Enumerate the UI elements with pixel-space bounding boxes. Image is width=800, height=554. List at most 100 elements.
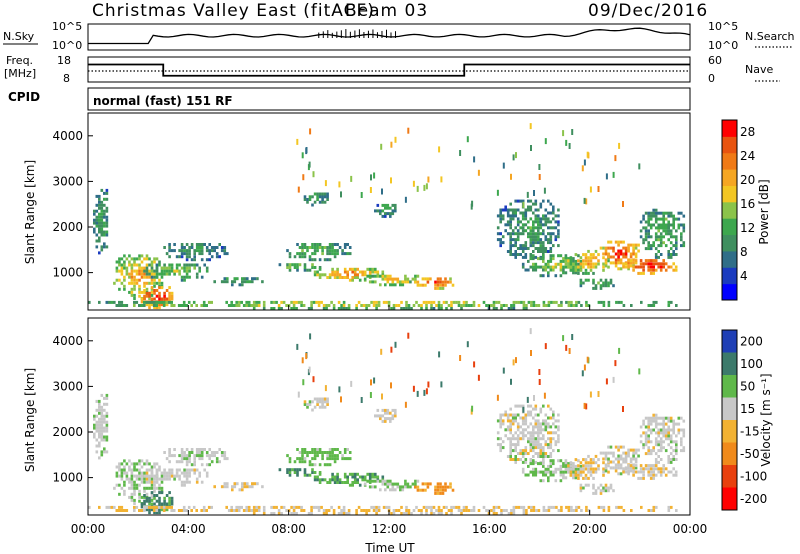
power-cell (607, 259, 610, 263)
velocity-cell (205, 474, 209, 478)
power-cell (391, 280, 395, 284)
power-cell (178, 249, 181, 253)
nave-tick-bottom: 0 (708, 72, 715, 85)
power-cell (88, 300, 91, 304)
velocity-cell (384, 479, 387, 483)
power-cell (622, 262, 625, 266)
power-ytick-3000: 3000 (52, 174, 83, 188)
velocity-cell (376, 479, 380, 483)
velocity-cell (193, 460, 196, 464)
power-cell (547, 265, 550, 269)
velocity-cell (574, 467, 578, 471)
velocity-cell (592, 486, 595, 490)
power-cell (654, 268, 658, 272)
vel-cb-tick-50: 50 (740, 379, 755, 393)
power-cell (230, 304, 233, 307)
velocity-cell (155, 511, 159, 515)
velocity-cell (642, 446, 645, 450)
power-cell (95, 209, 99, 213)
velocity-cell (680, 449, 683, 453)
power-cell (148, 272, 151, 276)
power-cell (547, 262, 550, 266)
power-cell (381, 277, 385, 281)
velocity-cell (138, 468, 141, 472)
velocity-cell (607, 489, 610, 493)
power-cell (522, 300, 526, 304)
velocity-cell (529, 462, 533, 466)
power-cell (570, 304, 573, 307)
power-cell (160, 275, 164, 279)
power-cell (627, 267, 630, 271)
velocity-cell (652, 416, 655, 420)
power-cell (303, 252, 307, 256)
power-cell (188, 252, 191, 256)
power-cell (286, 266, 289, 269)
velocity-cell (384, 419, 387, 423)
velocity-cell (537, 425, 540, 429)
velocity-cell (336, 457, 339, 461)
power-cell (602, 252, 605, 256)
power-cell (272, 300, 276, 304)
power-cell (342, 307, 346, 310)
power-cell (379, 283, 382, 287)
power-cell (170, 263, 174, 267)
power-cell (168, 255, 171, 259)
velocity-cell (580, 509, 583, 512)
velocity-cell (103, 396, 106, 400)
power-cell (313, 258, 317, 262)
power-cell (208, 243, 211, 246)
power-cell (246, 277, 249, 281)
velocity-cell (390, 382, 392, 389)
power-cell (98, 230, 101, 234)
velocity-cell (145, 486, 149, 490)
power-cell (657, 217, 660, 221)
velocity-cell (662, 425, 665, 429)
power-cell (442, 300, 446, 304)
power-cell (441, 286, 445, 290)
velocity-cell (482, 505, 486, 509)
velocity-cell (672, 419, 675, 423)
power-cell (521, 232, 525, 236)
velocity-cell (592, 483, 595, 487)
power-cell (123, 254, 126, 258)
power-cell (150, 300, 153, 304)
velocity-cell (577, 505, 581, 509)
power-cell (95, 215, 99, 219)
velocity-cell (592, 491, 595, 495)
velocity-cell (401, 485, 405, 489)
velocity-cell (303, 400, 307, 404)
power-cell (439, 277, 442, 281)
velocity-cell (657, 467, 660, 471)
power-cell (521, 211, 525, 215)
power-cell (202, 304, 206, 307)
velocity-cell (516, 440, 520, 444)
velocity-cell (537, 446, 540, 450)
power-cell (371, 270, 374, 274)
velocity-cell (340, 512, 343, 515)
velocity-cell (499, 449, 502, 453)
velocity-cell (223, 485, 227, 489)
velocity-cell (514, 419, 517, 423)
velocity-cell (120, 474, 124, 478)
velocity-cell (577, 459, 580, 463)
velocity-cell (365, 509, 368, 512)
velocity-cell (183, 480, 186, 484)
velocity-cell (614, 360, 617, 367)
velocity-cell (130, 486, 134, 490)
velocity-cell (138, 474, 141, 478)
power-cell (193, 266, 196, 270)
velocity-cell (100, 429, 104, 433)
velocity-cell (155, 499, 159, 503)
power-cell (148, 306, 151, 310)
velocity-cell (135, 486, 139, 490)
power-cell (530, 300, 533, 304)
power-cell (639, 265, 643, 269)
power-cell (288, 266, 292, 269)
velocity-cell (534, 443, 538, 447)
power-colorbar-segment (722, 250, 737, 268)
velocity-cell (473, 361, 476, 368)
power-cell (619, 249, 623, 253)
velocity-cell (138, 509, 141, 512)
power-cell (407, 304, 411, 307)
velocity-cell (348, 472, 352, 476)
